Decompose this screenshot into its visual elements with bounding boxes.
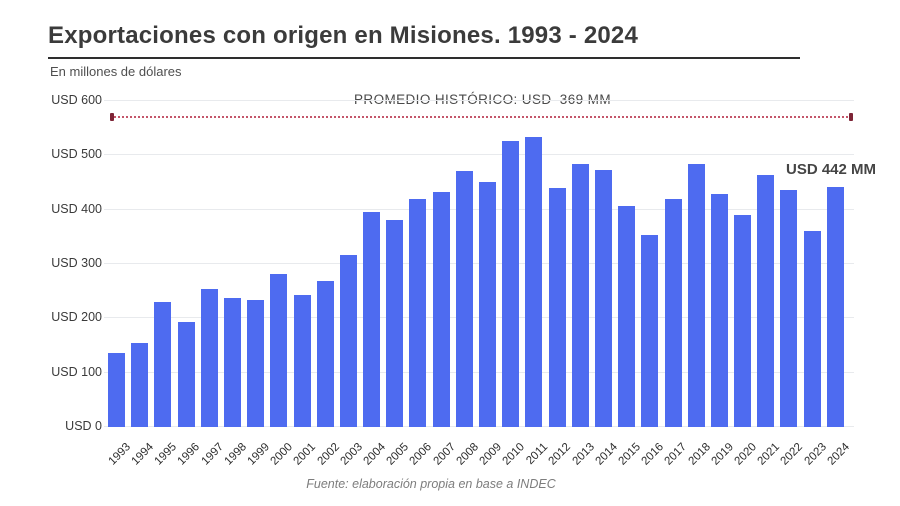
- plot-area: 1993 1994 1995 1996 1997 1998 1999 2000 2001 2002…: [104, 100, 854, 468]
- x-tick-label: 1998: [222, 441, 249, 468]
- x-tick-label: 2021: [755, 441, 783, 468]
- chart-subtitle: En millones de dólares: [50, 64, 182, 79]
- last-bar-value-label: USD 442 MM: [786, 161, 877, 178]
- bar-2018: 2018: [686, 164, 713, 468]
- y-tick-label: USD 400: [51, 201, 102, 216]
- bar-2009: 2009: [477, 182, 504, 468]
- x-tick-label: 2019: [709, 441, 736, 468]
- y-tick-label: USD 200: [51, 310, 102, 325]
- historic-average-line: [110, 113, 853, 121]
- x-tick-label: 2023: [802, 441, 829, 468]
- bar-2000: 2000: [269, 274, 295, 468]
- x-tick-label: 2024: [825, 441, 852, 468]
- bar-2001: 2001: [292, 295, 318, 468]
- x-tick-label: 1993: [106, 441, 133, 468]
- x-tick-label: 2018: [686, 441, 713, 468]
- y-tick-label: USD 600: [51, 93, 102, 107]
- x-tick-label: 2001: [291, 441, 319, 468]
- x-tick-label: 2003: [338, 441, 365, 468]
- bar-1997: 1997: [199, 288, 226, 468]
- x-tick-label: 2005: [384, 441, 412, 468]
- bar-2014: 2014: [593, 169, 620, 468]
- bar-2013: 2013: [570, 164, 597, 468]
- x-tick-label: 2016: [639, 441, 667, 468]
- x-tick-label: 2020: [732, 441, 760, 468]
- x-tick-label: 2022: [778, 441, 806, 468]
- x-tick-label: 2007: [431, 441, 458, 468]
- x-tick-label: 2000: [268, 441, 296, 468]
- bar-2019: 2019: [709, 193, 736, 468]
- bar-1993: 1993: [106, 352, 133, 468]
- x-tick-label: 2011: [524, 441, 551, 467]
- x-tick-label: 2010: [500, 441, 528, 468]
- bar-1999: 1999: [246, 299, 272, 468]
- bar-2012: 2012: [547, 187, 574, 468]
- y-tick-label: USD 0: [65, 419, 102, 433]
- x-tick-label: 2006: [407, 441, 435, 468]
- bar-2016: 2016: [640, 235, 666, 468]
- bar-2007: 2007: [431, 192, 458, 468]
- bar-2024: 2024: [825, 186, 852, 468]
- bar-1998: 1998: [222, 298, 249, 468]
- x-tick-label: 1995: [152, 441, 180, 468]
- bar-2017: 2017: [663, 198, 689, 468]
- bar-2023: 2023: [802, 230, 829, 468]
- y-tick-label: USD 500: [51, 147, 102, 162]
- bar-2002: 2002: [315, 280, 342, 468]
- x-tick-label: 1994: [129, 441, 157, 468]
- x-tick-label: 2012: [546, 441, 574, 468]
- gridline: [104, 154, 854, 156]
- y-tick-label: USD 300: [51, 256, 102, 270]
- x-tick-label: 2015: [616, 441, 644, 468]
- bar-2010: 2010: [501, 140, 527, 468]
- line-right-cap-icon: [849, 113, 853, 121]
- source-footer: Fuente: elaboración propia en base a IND…: [306, 477, 556, 491]
- bar-1995: 1995: [153, 302, 179, 468]
- bar-2004: 2004: [361, 211, 388, 468]
- x-tick-label: 1999: [245, 441, 273, 468]
- bar-2011: 2011: [524, 136, 550, 467]
- y-tick-label: USD 100: [51, 364, 102, 379]
- bar-1996: 1996: [176, 321, 203, 468]
- bar-2003: 2003: [338, 254, 365, 468]
- x-tick-label: 2013: [570, 441, 597, 468]
- line-left-cap-icon: [110, 113, 114, 121]
- bar-2006: 2006: [408, 199, 434, 468]
- x-tick-label: 2004: [361, 441, 389, 468]
- x-tick-label: 1996: [175, 441, 203, 468]
- bar-2021: 2021: [756, 174, 782, 468]
- x-tick-label: 2008: [454, 441, 481, 468]
- bars: 1993 1994 1995 1996 1997 1998 1999 2000 2001 2002…: [106, 101, 852, 468]
- title-underline: [48, 57, 800, 59]
- x-tick-label: 2014: [593, 441, 620, 468]
- bar-1994: 1994: [130, 342, 156, 468]
- x-tick-label: 2017: [662, 441, 690, 468]
- page-title: Exportaciones con origen en Misiones. 19…: [48, 22, 639, 49]
- bar-2020: 2020: [732, 215, 759, 468]
- x-tick-label: 2002: [315, 441, 342, 468]
- historic-average-label: PROMEDIO HISTÓRICO: USD 369 MM: [354, 92, 611, 107]
- bar-2008: 2008: [454, 170, 481, 468]
- bar-2005: 2005: [385, 220, 411, 468]
- gridline: [104, 100, 854, 101]
- bar-2015: 2015: [617, 205, 643, 468]
- x-tick-label: 1997: [199, 441, 226, 468]
- bar-2022: 2022: [779, 189, 805, 468]
- x-tick-label: 2009: [477, 441, 504, 468]
